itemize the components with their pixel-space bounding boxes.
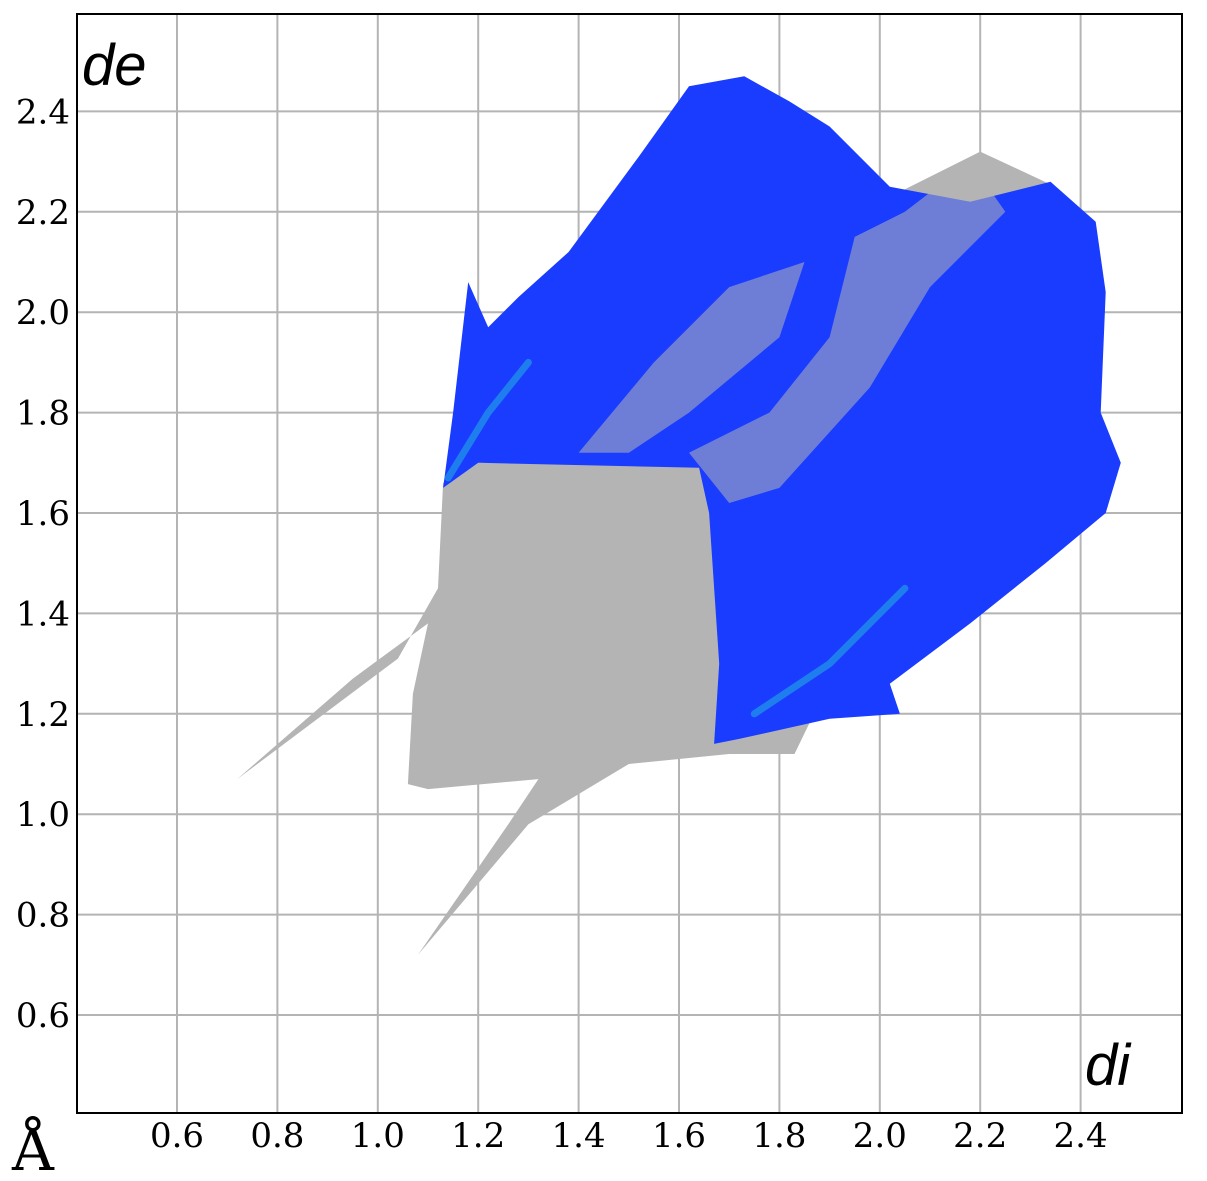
data-regions bbox=[237, 76, 1121, 955]
y-tick-label: 2.2 bbox=[16, 193, 70, 233]
y-tick-label: 2.0 bbox=[16, 293, 70, 333]
plot-frame bbox=[76, 13, 1183, 1114]
y-tick-label: 0.6 bbox=[16, 996, 70, 1036]
x-tick-label: 1.0 bbox=[351, 1116, 405, 1156]
dense-ridge bbox=[444, 358, 532, 482]
tick-labels: 0.6 0.8 1.0 1.2 1.4 1.6 1.8 2.0 2.2 2.4 0.6 0.8 1.0 1… bbox=[16, 92, 1108, 1156]
x-tick-label: 1.2 bbox=[451, 1116, 505, 1156]
dense-ridge bbox=[750, 584, 909, 718]
y-tick-label: 1.8 bbox=[16, 394, 70, 434]
unit-label: Å bbox=[11, 1116, 55, 1181]
x-tick-label: 0.8 bbox=[250, 1116, 304, 1156]
overlap-patch bbox=[578, 262, 805, 453]
x-axis-label: di bbox=[1085, 1033, 1132, 1098]
x-tick-label: 0.6 bbox=[150, 1116, 204, 1156]
x-tick-label: 2.0 bbox=[853, 1116, 907, 1156]
y-tick-label: 1.2 bbox=[16, 695, 70, 735]
y-tick-label: 1.6 bbox=[16, 494, 70, 534]
x-tick-label: 1.4 bbox=[552, 1116, 606, 1156]
x-tick-label: 1.8 bbox=[752, 1116, 806, 1156]
x-tick-label: 2.4 bbox=[1054, 1116, 1108, 1156]
overlap-patch bbox=[689, 161, 1006, 503]
y-axis-label: de bbox=[82, 33, 147, 98]
x-tick-label: 2.2 bbox=[953, 1116, 1007, 1156]
y-tick-label: 1.0 bbox=[16, 795, 70, 835]
x-tick-label: 1.6 bbox=[652, 1116, 706, 1156]
y-tick-label: 2.4 bbox=[16, 92, 70, 132]
y-tick-label: 1.4 bbox=[16, 594, 70, 634]
y-tick-label: 0.8 bbox=[16, 896, 70, 936]
